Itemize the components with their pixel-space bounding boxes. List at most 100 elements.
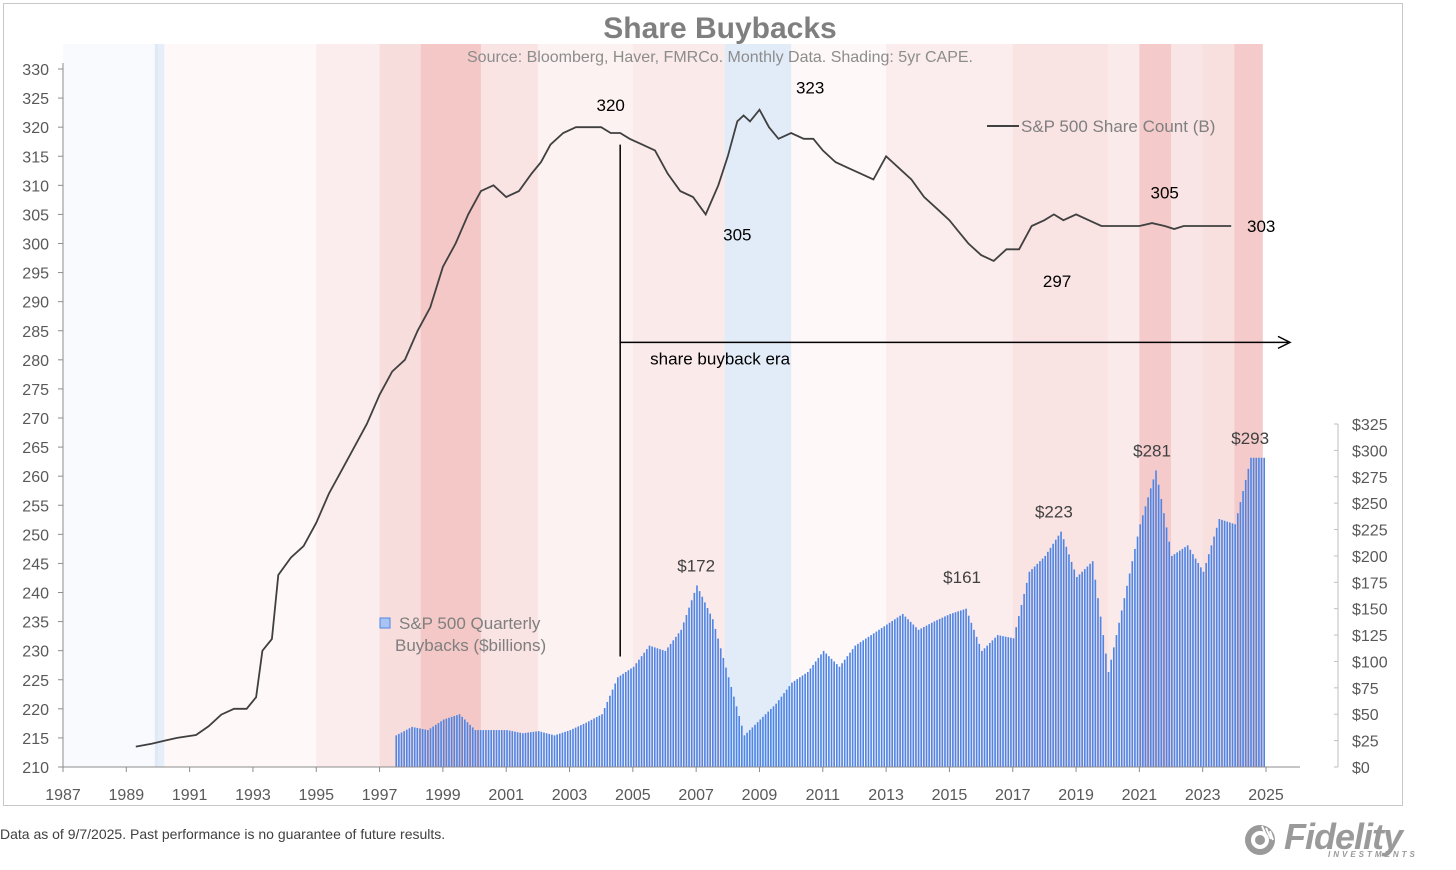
buyback-bar: [1252, 457, 1255, 767]
buyback-bar: [540, 731, 543, 767]
buyback-bar: [1258, 457, 1260, 767]
buyback-bar: [981, 650, 983, 767]
buyback-bar: [996, 635, 999, 767]
buyback-bar: [1054, 539, 1057, 767]
buyback-bar: [923, 626, 925, 767]
shade-band: [420, 44, 481, 767]
x-tick-label: 2015: [932, 787, 968, 804]
buyback-bar: [1136, 536, 1139, 767]
x-tick-label: 1997: [362, 787, 398, 804]
buyback-bar: [965, 608, 967, 767]
x-tick-label: 2011: [806, 787, 841, 804]
buyback-bar: [1255, 457, 1258, 767]
buyback-bar: [1205, 562, 1207, 767]
buyback-bar: [693, 592, 696, 767]
buyback-bar: [1186, 545, 1189, 767]
right-tick-label: $75: [1352, 681, 1379, 698]
buyback-bar: [1020, 604, 1023, 767]
buyback-bar: [983, 648, 986, 767]
sunburst-icon: [1245, 825, 1275, 855]
buyback-bar: [1157, 484, 1160, 767]
left-tick-label: 250: [22, 527, 49, 544]
left-tick-label: 245: [22, 556, 49, 573]
buyback-bar: [551, 734, 553, 767]
buyback-bar: [419, 728, 421, 767]
legend-share-count: S&P 500 Share Count (B): [987, 117, 1215, 136]
buyback-bar: [1134, 548, 1136, 767]
buyback-bar: [656, 648, 659, 767]
share-count-labels: 320 323 305 297 305 303: [596, 79, 1275, 291]
buyback-bar: [698, 591, 701, 767]
buyback-bar: [427, 730, 429, 767]
buyback-bar: [611, 689, 614, 767]
buyback-bar: [1247, 468, 1250, 767]
buyback-bar: [1123, 598, 1126, 767]
left-tick-label: 280: [22, 353, 49, 370]
buyback-bar: [1194, 558, 1197, 767]
buyback-bar: [682, 622, 685, 767]
buyback-bar: [609, 695, 611, 767]
buyback-bar: [759, 719, 762, 767]
left-tick-label: 320: [22, 120, 49, 137]
buyback-bar: [421, 729, 424, 767]
buyback-bar: [1210, 545, 1213, 767]
buyback-bar: [725, 667, 727, 767]
buyback-bar: [458, 714, 461, 767]
buyback-bar: [1160, 498, 1163, 767]
buyback-bar: [1126, 585, 1128, 767]
buyback-bar: [838, 666, 841, 767]
right-tick-label: $25: [1352, 734, 1379, 751]
buyback-bar: [970, 622, 973, 767]
buyback-bar: [1086, 566, 1089, 767]
buyback-bar: [843, 659, 846, 767]
buyback-bar: [994, 637, 996, 767]
buyback-bar: [1099, 616, 1102, 767]
buyback-bar: [669, 643, 672, 767]
buyback-bar: [522, 733, 524, 767]
buyback-bar: [767, 711, 770, 767]
shade-band: [154, 44, 165, 767]
x-tick-label: 1993: [235, 787, 271, 804]
buyback-bar: [775, 703, 777, 767]
buyback-bar: [1226, 521, 1229, 767]
buyback-bar: [508, 730, 511, 767]
right-tick-label: $150: [1352, 602, 1388, 619]
buyback-bar: [456, 715, 458, 767]
left-tick-label: 265: [22, 440, 49, 457]
buyback-bar: [730, 686, 733, 767]
buyback-bar: [1236, 513, 1239, 767]
buyback-bar: [1110, 659, 1112, 767]
buyback-bar: [1068, 554, 1070, 767]
buyback-bar: [556, 734, 558, 767]
buyback-bar: [814, 661, 817, 767]
buyback-bar: [1173, 554, 1176, 767]
buyback-bar: [933, 621, 936, 767]
buyback-bar: [469, 724, 471, 767]
buyback-bar: [870, 635, 872, 767]
buyback-bar: [888, 622, 891, 767]
buyback-bar: [1078, 574, 1081, 767]
buyback-bar: [1112, 647, 1115, 767]
buyback-bar: [603, 708, 606, 767]
buyback-bar: [490, 730, 493, 767]
buyback-bar: [854, 645, 857, 767]
buyback-bar: [857, 643, 859, 767]
buyback-bar: [516, 732, 519, 767]
buyback-bar: [614, 683, 617, 767]
buyback-bar: [1115, 635, 1118, 767]
x-tick-label: 2017: [995, 787, 1031, 804]
buyback-bar: [809, 668, 812, 767]
left-tick-label: 260: [22, 469, 49, 486]
buyback-bar: [925, 625, 928, 767]
buyback-bar: [672, 640, 675, 767]
buyback-bar: [772, 706, 775, 767]
buyback-bar: [411, 726, 413, 767]
x-tick-label: 1991: [172, 787, 208, 804]
buyback-bar: [1036, 563, 1039, 767]
buyback-bar: [680, 629, 682, 767]
buyback-bar: [548, 733, 551, 767]
buyback-bar: [1120, 610, 1123, 767]
buyback-bar: [714, 628, 717, 767]
buyback-bar: [959, 610, 962, 767]
buyback-bar: [1192, 554, 1194, 767]
